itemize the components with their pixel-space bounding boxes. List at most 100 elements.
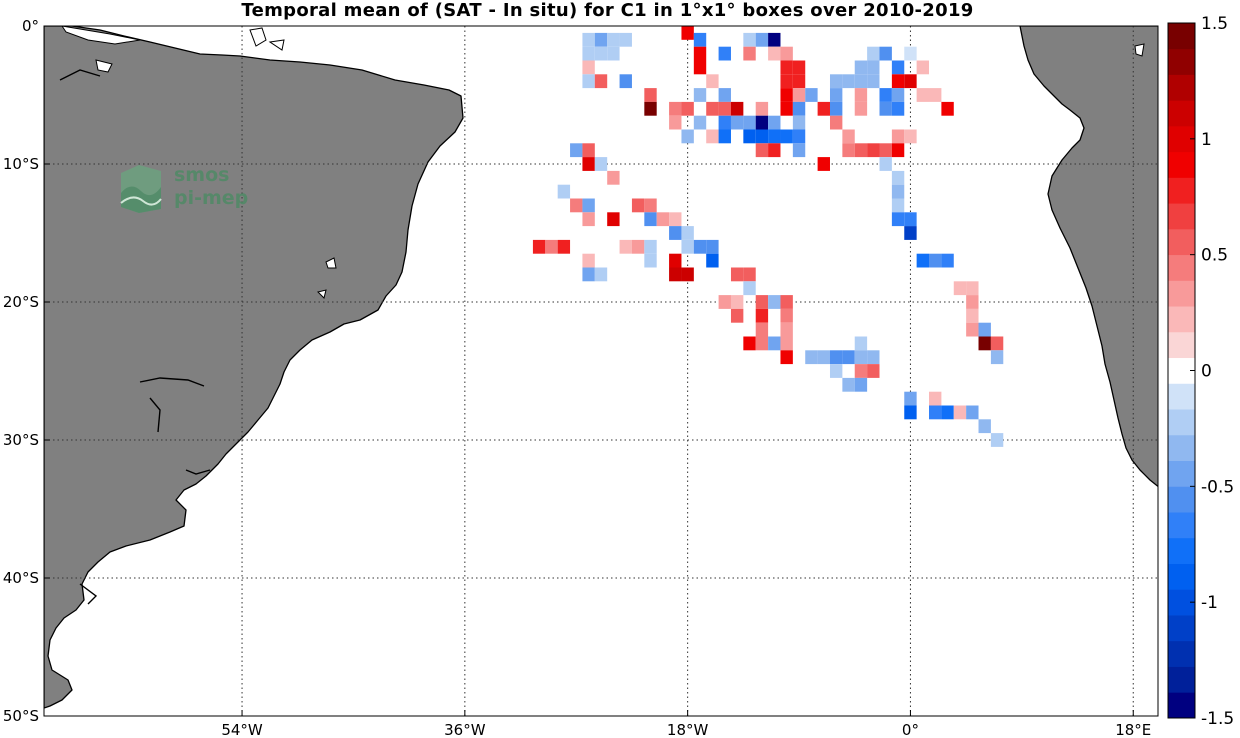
lon-tick-label: 18°E [1115,721,1151,738]
data-cell [780,101,793,116]
data-cell [718,101,731,116]
data-cell [743,115,756,130]
colorbar-swatch [1168,228,1195,256]
data-cell [904,405,917,420]
data-cell [718,88,731,102]
data-cell [644,239,657,254]
data-cell [929,253,942,268]
data-cell [891,60,905,75]
lat-tick-label: 50°S [3,707,39,725]
data-cell [842,377,855,392]
data-cell [904,129,917,144]
colorbar-swatch [1168,512,1195,539]
data-cell [990,433,1004,447]
colorbar-swatch [1168,254,1195,281]
colorbar-swatch [1168,692,1195,719]
data-cell [644,101,657,116]
data-cell [681,239,694,254]
colorbar-swatch [1168,434,1195,461]
data-cell [879,46,892,61]
data-cell [693,239,707,254]
data-cell [891,74,905,89]
data-cell [755,115,769,130]
data-cell [594,74,608,89]
africa-landmass [1019,26,1158,488]
data-cell [854,60,868,75]
data-cell [706,129,719,144]
data-cell [792,74,806,89]
data-cell [879,88,892,102]
data-cell [904,74,917,89]
data-cell [780,60,793,75]
data-cell [941,101,954,116]
data-cell [557,239,571,254]
data-cell [854,377,868,392]
longitude-labels: 54°W 36°W 18°W 0° 18°E [221,710,1151,738]
data-cell [582,32,595,47]
data-cell [582,46,595,61]
data-cell [582,74,595,89]
smos-pimep-logo: smos pi-mep [117,163,257,215]
data-cell [718,295,731,309]
data-cell [619,239,632,254]
data-cell [854,336,868,351]
data-cell [582,253,595,268]
lon-tick-label: 36°W [444,721,486,738]
data-cell [607,170,620,185]
data-cell [904,391,917,406]
data-cell [891,198,905,213]
data-cell [644,212,657,227]
data-cell [990,336,1004,351]
data-cell [656,212,670,227]
data-cell [644,253,657,268]
data-cell [681,226,694,240]
data-cell [829,74,843,89]
data-cell [990,350,1004,365]
data-cell [743,129,756,144]
data-cell [693,32,707,47]
colorbar-swatch [1168,280,1195,307]
data-cell [706,253,719,268]
data-cell [978,419,991,434]
data-cell [842,129,855,144]
data-cell [966,405,979,420]
data-cell [718,129,731,144]
data-cell [879,101,892,116]
data-cell [768,336,781,351]
lat-tick-label: 10°S [3,155,39,173]
data-cell [891,129,905,144]
data-cell [966,281,979,296]
data-cell [681,101,694,116]
data-cell [966,322,979,337]
map-frame [43,25,1159,717]
data-cell [706,239,719,254]
data-cell [904,46,917,61]
data-cell [730,267,744,282]
colorbar-tick-label: 1 [1201,130,1212,150]
logo-text-pimep: pi-mep [174,187,249,209]
colorbar-swatch [1168,203,1195,230]
coast-islands [61,26,1145,299]
data-cell [582,212,595,227]
data-cell [879,157,892,171]
colorbar-tick-label: -1 [1201,593,1218,613]
data-cell [755,336,769,351]
data-cell [594,157,608,171]
colorbar-tick-label: -0.5 [1201,477,1234,497]
data-cell [780,88,793,102]
colorbar-swatch [1168,357,1195,384]
map-panel: 0° 10°S 20°S 30°S 40°S 50°S 54°W 36°W 18°W 0° 18°… [3,17,1159,738]
data-cell [681,129,694,144]
data-cell [792,143,806,158]
data-cell [780,336,793,351]
data-cell [669,267,682,282]
data-cell [904,212,917,227]
data-cell [718,115,731,130]
data-cell [978,322,991,337]
data-cell [582,267,595,282]
data-cell [854,143,868,158]
data-cell [916,60,930,75]
data-cell [854,350,868,365]
data-cell [693,115,707,130]
data-cell [706,74,719,89]
